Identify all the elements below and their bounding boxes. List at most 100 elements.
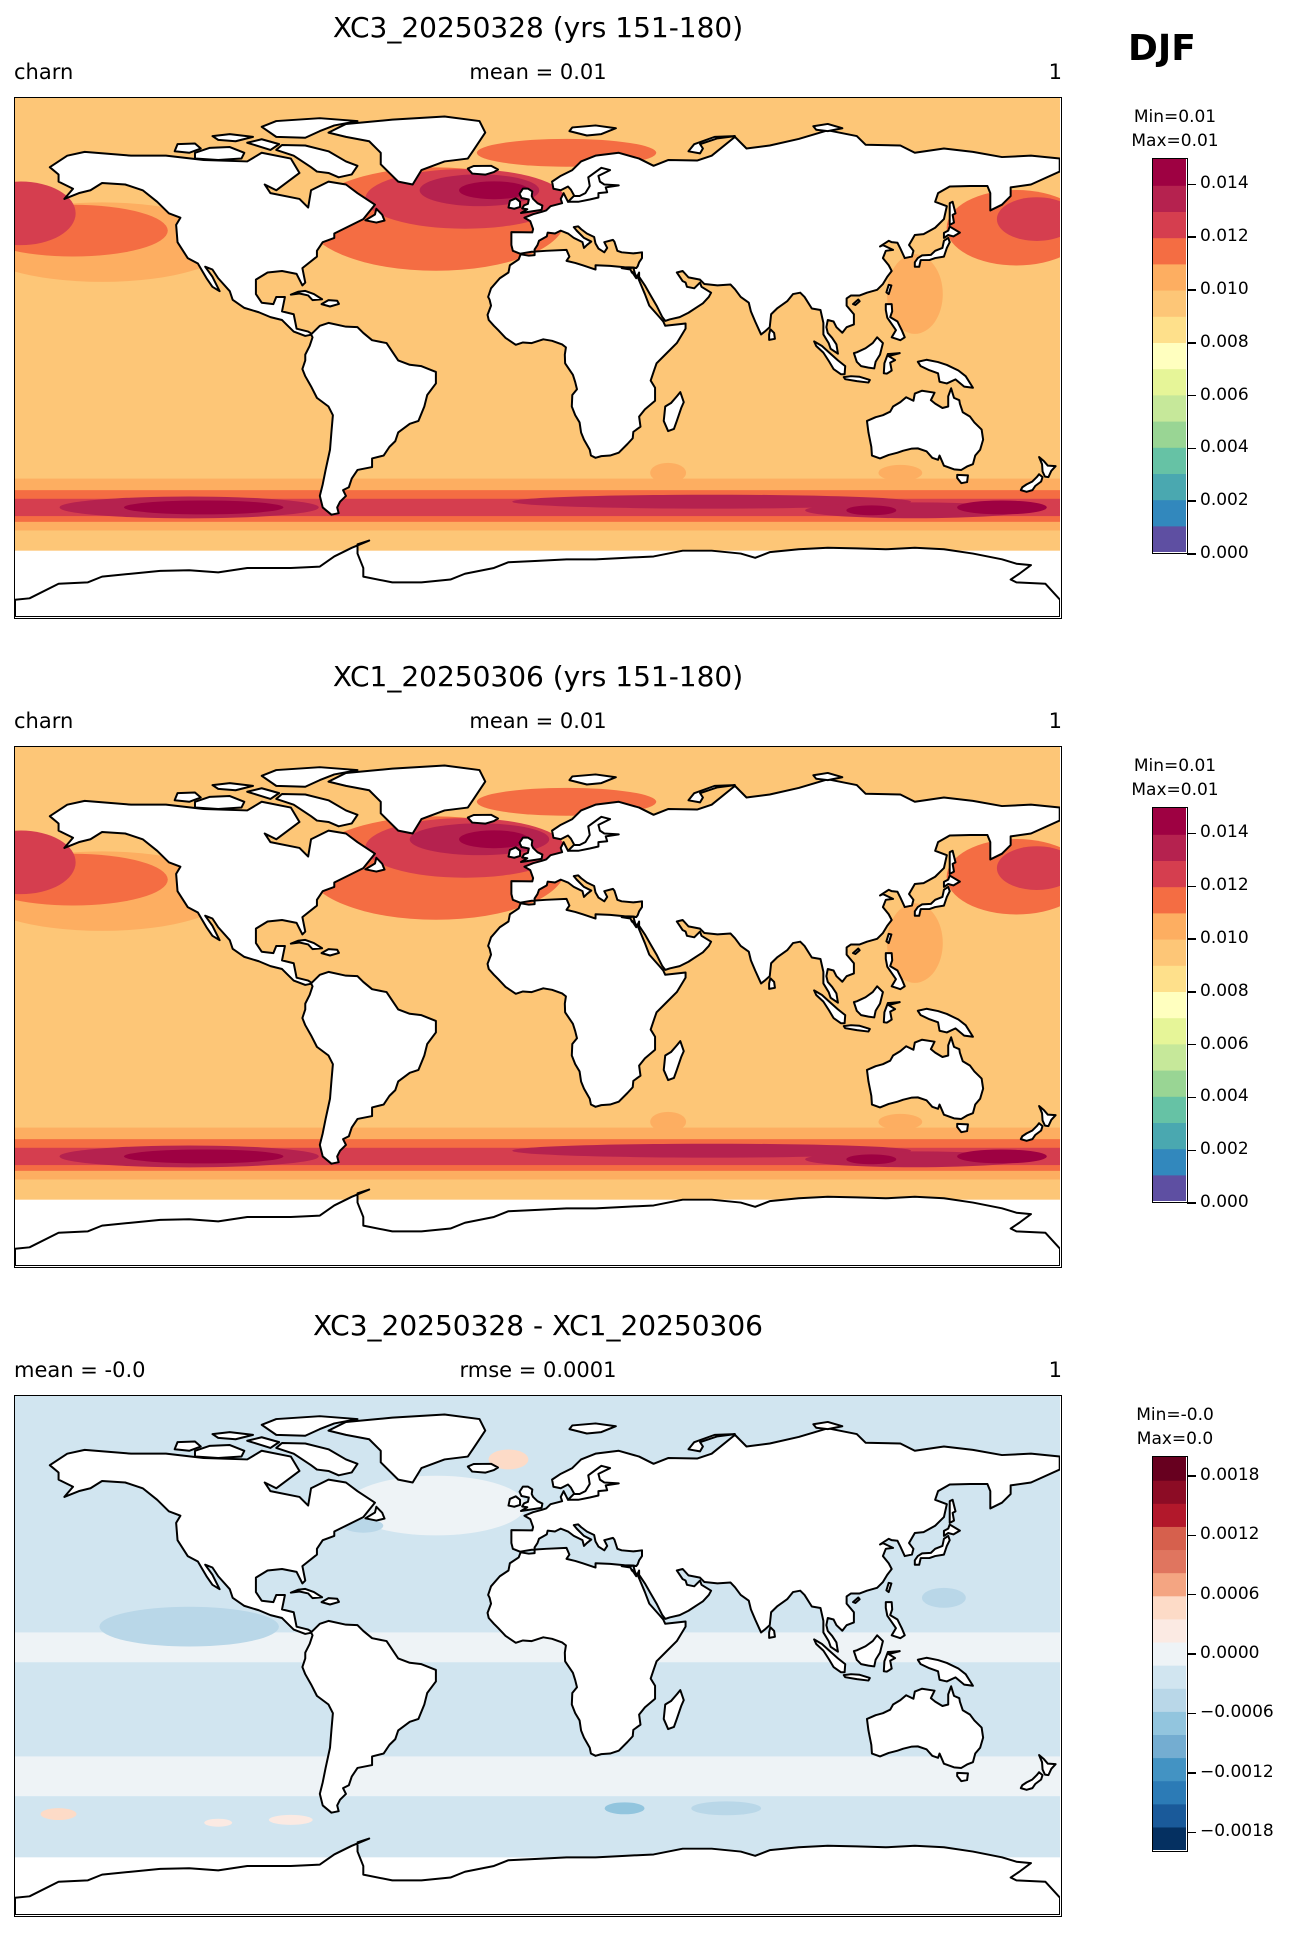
land-south-america	[301, 321, 437, 516]
colorbar-tick-label: 0.012	[1200, 875, 1249, 896]
colorbar-tick-mark	[1187, 991, 1196, 993]
colorbar-segment	[1153, 939, 1186, 966]
colorbar-tick-label: 0.012	[1200, 226, 1249, 247]
land-hokkaido	[942, 1523, 961, 1537]
land-antarctica	[15, 539, 1060, 617]
land-japan	[913, 1534, 951, 1566]
colorbar-segment	[1153, 1757, 1186, 1782]
land-north-america	[48, 150, 376, 337]
colorbar-tick-label: 0.004	[1200, 1086, 1249, 1107]
colorbar-tick-mark	[1187, 1831, 1196, 1833]
colorbar-segment	[1153, 1688, 1186, 1712]
land-tasmania	[956, 1771, 969, 1783]
land-japan	[913, 236, 951, 268]
min-label: Min=0.01	[1133, 756, 1217, 776]
colorbar-segment	[1153, 290, 1186, 317]
land-newfoundland	[364, 207, 386, 224]
panel-center-label: rmse = 0.0001	[459, 1358, 617, 1382]
colorbar-segment	[1153, 860, 1186, 888]
colorbar-segment	[1153, 808, 1186, 835]
land-hainan	[851, 947, 861, 955]
colorbar-tick-label: 0.004	[1200, 437, 1249, 458]
land-severnaya	[812, 1420, 844, 1431]
land-newfoundland	[364, 856, 386, 873]
land-baltic	[567, 166, 620, 203]
panel-title: XC3_20250328 (yrs 151-180)	[332, 11, 744, 44]
land-australia	[865, 1685, 985, 1769]
land-greenland	[327, 115, 487, 186]
colorbar-tick-label: 0.006	[1200, 384, 1249, 405]
land-hainan	[851, 1596, 861, 1604]
coastlines	[15, 764, 1060, 1266]
colorbar-segment	[1153, 1641, 1186, 1666]
land-south-america	[301, 970, 437, 1165]
colorbar-tick-label: 0.000	[1200, 543, 1249, 563]
land-north-america	[48, 799, 376, 986]
colorbar-segment	[1153, 1572, 1186, 1597]
land-new-zealand-s	[1019, 1771, 1044, 1791]
land-britain	[518, 836, 544, 864]
land-ireland	[507, 197, 522, 210]
max-label: Max=0.01	[1131, 780, 1219, 800]
colorbar-segment	[1153, 1122, 1186, 1150]
panel-center-label: mean = 0.01	[469, 709, 607, 733]
land-svalbard	[568, 124, 617, 137]
land-java	[842, 1024, 871, 1033]
land-newfoundland	[364, 1505, 386, 1522]
land-baffin	[275, 1442, 359, 1477]
colorbar-segment	[1153, 1503, 1186, 1527]
colorbar-segment	[1153, 1734, 1186, 1759]
colorbar-segment	[1153, 1526, 1186, 1551]
land-svalbard	[568, 1422, 617, 1435]
colorbar-segment	[1153, 368, 1186, 396]
land-arctic1	[246, 1436, 281, 1449]
colorbar-segment	[1153, 394, 1186, 422]
colorbar-segment	[1153, 1618, 1186, 1643]
panel-title: XC1_20250306 (yrs 151-180)	[332, 660, 744, 693]
land-sulawesi	[882, 1001, 901, 1024]
min-label: Min=-0.0	[1136, 1405, 1214, 1425]
land-ellesmere	[260, 117, 359, 139]
land-iceland	[466, 813, 500, 825]
land-eurasia-africa	[486, 778, 1060, 1108]
colorbar-segment	[1153, 1780, 1186, 1805]
land-antarctica	[15, 1188, 1060, 1266]
land-cuba	[289, 289, 324, 302]
colorbar-tick-mark	[1187, 1149, 1196, 1151]
colorbar-segment	[1153, 185, 1186, 212]
colorbar-segment	[1153, 1174, 1186, 1202]
land-philippines	[884, 952, 906, 991]
land-taiwan	[885, 1581, 893, 1594]
colorbar-segment	[1153, 342, 1186, 370]
panel-left-label: mean = -0.0	[14, 1358, 146, 1382]
colorbar-segment	[1153, 1148, 1186, 1176]
land-arctic2	[211, 133, 255, 143]
colorbar-tick-mark	[1187, 1043, 1196, 1046]
max-label: Max=0.01	[1131, 131, 1219, 151]
colorbar-tick-label: 0.010	[1200, 928, 1249, 948]
map-panel	[14, 1395, 1062, 1917]
land-north-america	[48, 1448, 376, 1635]
land-tasmania	[956, 473, 969, 485]
land-new-guinea	[916, 1656, 974, 1687]
land-baffin	[275, 793, 359, 828]
land-arctic1	[246, 787, 281, 800]
land-greenland	[327, 1413, 487, 1484]
panel-right-label: 1	[1048, 709, 1062, 733]
colorbar-tick-label: 0.014	[1200, 822, 1249, 843]
map-panel	[14, 746, 1062, 1268]
colorbar-segment	[1153, 1480, 1186, 1504]
land-novaya	[687, 1433, 736, 1453]
colorbar-segment	[1153, 965, 1186, 992]
land-sri-lanka	[768, 977, 776, 990]
land-severnaya	[812, 122, 844, 133]
colorbar-segment	[1153, 1711, 1186, 1736]
land-new-zealand-s	[1019, 473, 1044, 493]
colorbar-tick-label: 0.0012	[1200, 1524, 1260, 1545]
land-iceland	[466, 1462, 500, 1474]
land-taiwan	[885, 283, 893, 296]
land-sakhalin	[948, 1498, 957, 1524]
colorbar-tick-label: 0.008	[1200, 331, 1249, 352]
panel-center-label: mean = 0.01	[469, 60, 607, 84]
land-australia	[865, 1036, 985, 1120]
